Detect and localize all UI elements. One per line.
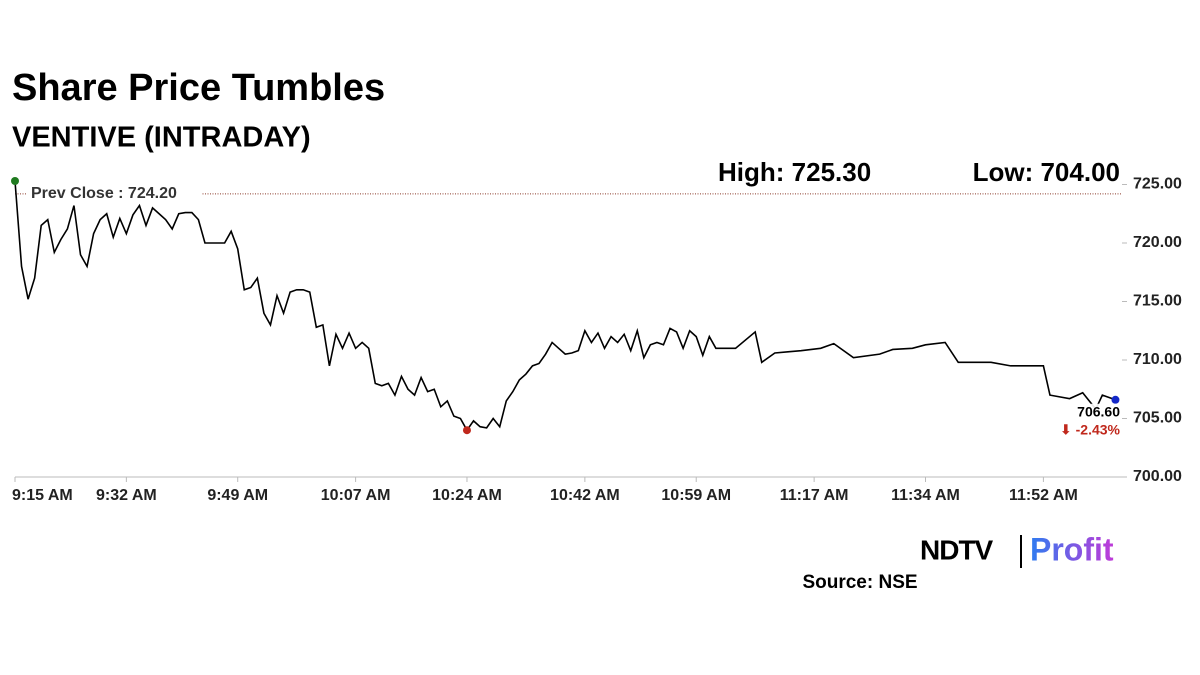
- start-marker: [11, 177, 19, 185]
- prev-close-box: [26, 182, 202, 203]
- x-tick-label: 9:15 AM: [12, 487, 73, 504]
- logo-right: Profit: [1030, 531, 1114, 567]
- plot-area: 700.00 705.00 710.00 715.00 720.00 725.00 9:15…: [11, 176, 1182, 504]
- x-tick-label: 9:32 AM: [96, 487, 157, 504]
- prev-close-label: Prev Close : 724.20: [31, 185, 177, 202]
- chart-title: Share Price Tumbles: [12, 67, 385, 109]
- high-label: High: 725.30: [718, 157, 871, 187]
- x-tick-label: 10:24 AM: [432, 487, 502, 504]
- x-tick-label: 11:17 AM: [780, 487, 849, 504]
- price-line: [14, 180, 1116, 432]
- last-price-label: 706.60: [1077, 403, 1120, 419]
- last-price-box: [1056, 403, 1122, 440]
- x-tick-label: 10:59 AM: [661, 487, 731, 504]
- change-label: ⬇ -2.43%: [1060, 421, 1121, 437]
- x-tick-label: 9:49 AM: [207, 487, 268, 504]
- y-tick-label: 710.00: [1133, 351, 1182, 368]
- low-label: Low: 704.00: [973, 157, 1120, 187]
- y-tick-label: 700.00: [1133, 468, 1182, 485]
- x-tick-label: 10:42 AM: [550, 487, 620, 504]
- end-marker: [1111, 395, 1120, 404]
- logo-left: NDTV: [920, 534, 994, 565]
- x-tick-label: 11:52 AM: [1009, 487, 1078, 504]
- y-tick-label: 715.00: [1133, 293, 1182, 310]
- x-tick-label: 10:07 AM: [321, 487, 391, 504]
- y-tick-label: 705.00: [1133, 410, 1182, 427]
- low-marker: [462, 426, 471, 435]
- x-tick-label: 11:34 AM: [891, 487, 960, 504]
- y-tick-label: 725.00: [1133, 176, 1182, 193]
- y-tick-label: 720.00: [1133, 234, 1182, 251]
- chart-subtitle: VENTIVE (INTRADAY): [12, 122, 311, 154]
- source: Source: NSE: [802, 572, 917, 593]
